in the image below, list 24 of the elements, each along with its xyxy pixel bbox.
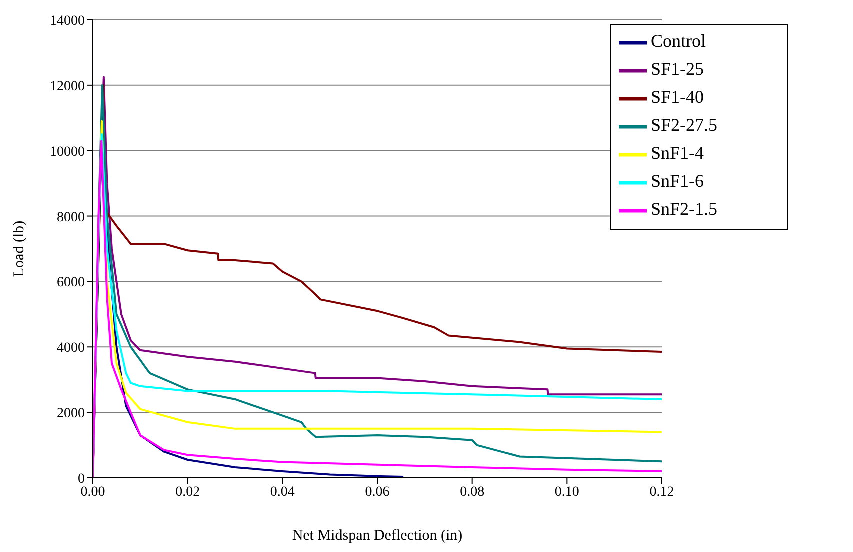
- y-tick-label: 2000: [57, 406, 85, 422]
- legend-label: SnF2-1.5: [651, 198, 718, 219]
- y-tick-label: 0: [78, 472, 85, 487]
- y-tick-label: 12000: [50, 79, 85, 94]
- y-tick-label: 4000: [57, 341, 85, 356]
- x-axis-title: Net Midspan Deflection (in): [292, 528, 463, 544]
- legend-label: SnF1-6: [651, 170, 704, 191]
- y-tick-label: 14000: [50, 14, 85, 29]
- x-tick-label: 0.12: [650, 484, 674, 500]
- x-tick-label: 0.02: [176, 484, 200, 500]
- legend-label: SF1-25: [651, 58, 704, 79]
- legend-label: SF1-40: [651, 86, 704, 107]
- legend-label: SnF1-4: [651, 142, 704, 163]
- y-tick-label: 6000: [57, 276, 85, 291]
- x-tick-label: 0.10: [554, 484, 580, 500]
- x-tick-label: 0.06: [365, 484, 390, 500]
- legend-label: SF2-27.5: [651, 114, 718, 135]
- x-tick-label: 0.00: [80, 484, 106, 500]
- x-tick-label: 0.08: [460, 484, 485, 500]
- x-tick-label: 0.04: [270, 484, 295, 500]
- y-axis-title: Load (lb): [11, 220, 28, 278]
- y-tick-label: 10000: [50, 144, 85, 160]
- y-tick-label: 8000: [57, 210, 85, 226]
- legend-label: Control: [651, 30, 706, 51]
